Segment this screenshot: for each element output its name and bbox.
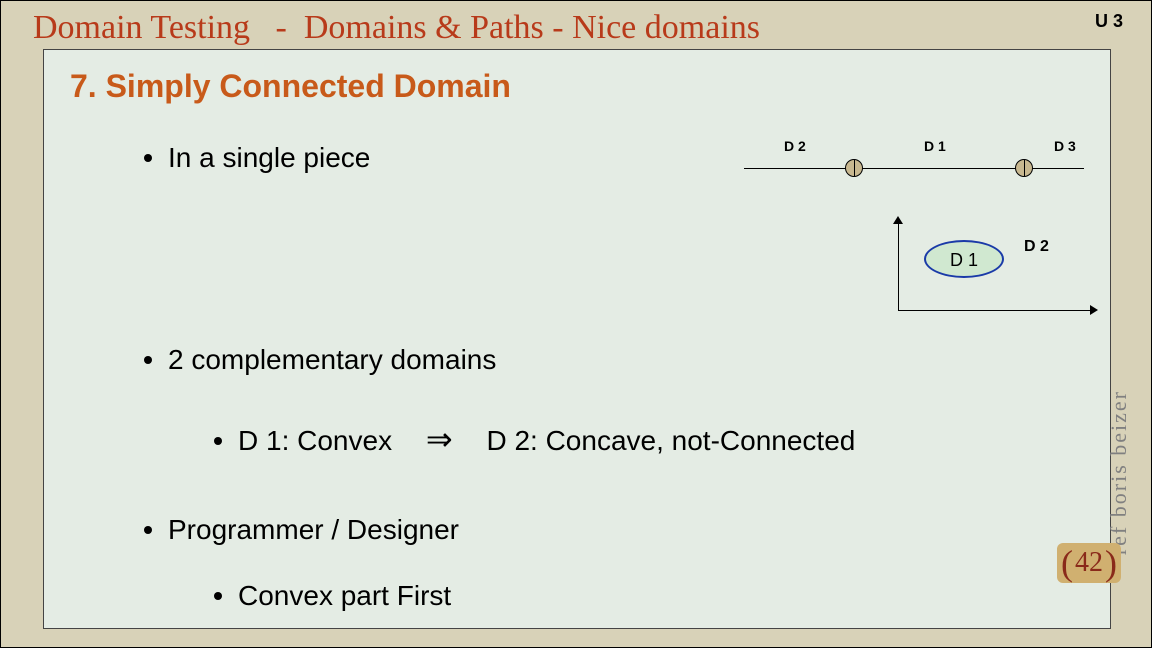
bullet-programmer: Programmer / Designer [144,514,459,546]
bullet-text: Convex part First [238,580,451,611]
bullet-convex-first: Convex part First [214,580,451,612]
slide-number-badge: ( 42 ) [1057,543,1121,583]
implies-icon: ⇒ [426,420,453,458]
plane-diagram: D 1 D 2 [874,220,1094,330]
bullet-dot-icon [144,356,152,364]
region-label-d2: D 2 [784,138,806,154]
bullet-dot-icon [214,592,222,600]
d2-region-label: D 2 [1024,238,1049,256]
reference-citation: ref boris beizer [1106,390,1132,555]
number-line-diagram: D 2 D 1 D 3 [744,138,1084,188]
y-axis [898,220,899,310]
bracket-right-icon: ) [1105,547,1117,579]
bullet-text: 2 complementary domains [168,344,496,375]
bullet-convex-concave: D 1: Convex ⇒ D 2: Concave, not-Connecte… [214,420,855,458]
bullet-text-right: D 2: Concave, not-Connected [486,425,855,456]
bullet-complementary: 2 complementary domains [144,344,496,376]
section-title: 7. Simply Connected Domain [70,68,511,105]
bracket-left-icon: ( [1061,547,1073,579]
region-label-d3: D 3 [1054,138,1076,154]
bullet-dot-icon [214,437,222,445]
header-title-text: Domain Testing - Domains & Paths - Nice … [33,9,760,46]
boundary-tick-2 [1024,160,1025,176]
arrow-up-icon [893,216,903,224]
boundary-tick-1 [854,160,855,176]
slide-number: 42 [1075,547,1103,579]
bullet-text: In a single piece [168,142,370,173]
bullet-dot-icon [144,526,152,534]
bullet-text-left: D 1: Convex [238,425,392,456]
region-label-d1: D 1 [924,138,946,154]
content-box: 7. Simply Connected Domain In a single p… [43,49,1111,629]
x-axis [898,310,1094,311]
slide-outer: Domain Testing - Domains & Paths - Nice … [0,0,1152,648]
header-title: Domain Testing - Domains & Paths - Nice … [33,9,760,47]
bullet-single-piece: In a single piece [144,142,370,174]
d1-ellipse: D 1 [924,240,1004,278]
bullet-dot-icon [144,154,152,162]
unit-label: U 3 [1095,11,1123,32]
arrow-right-icon [1090,305,1098,315]
number-line [744,168,1084,169]
bullet-text: Programmer / Designer [168,514,459,545]
